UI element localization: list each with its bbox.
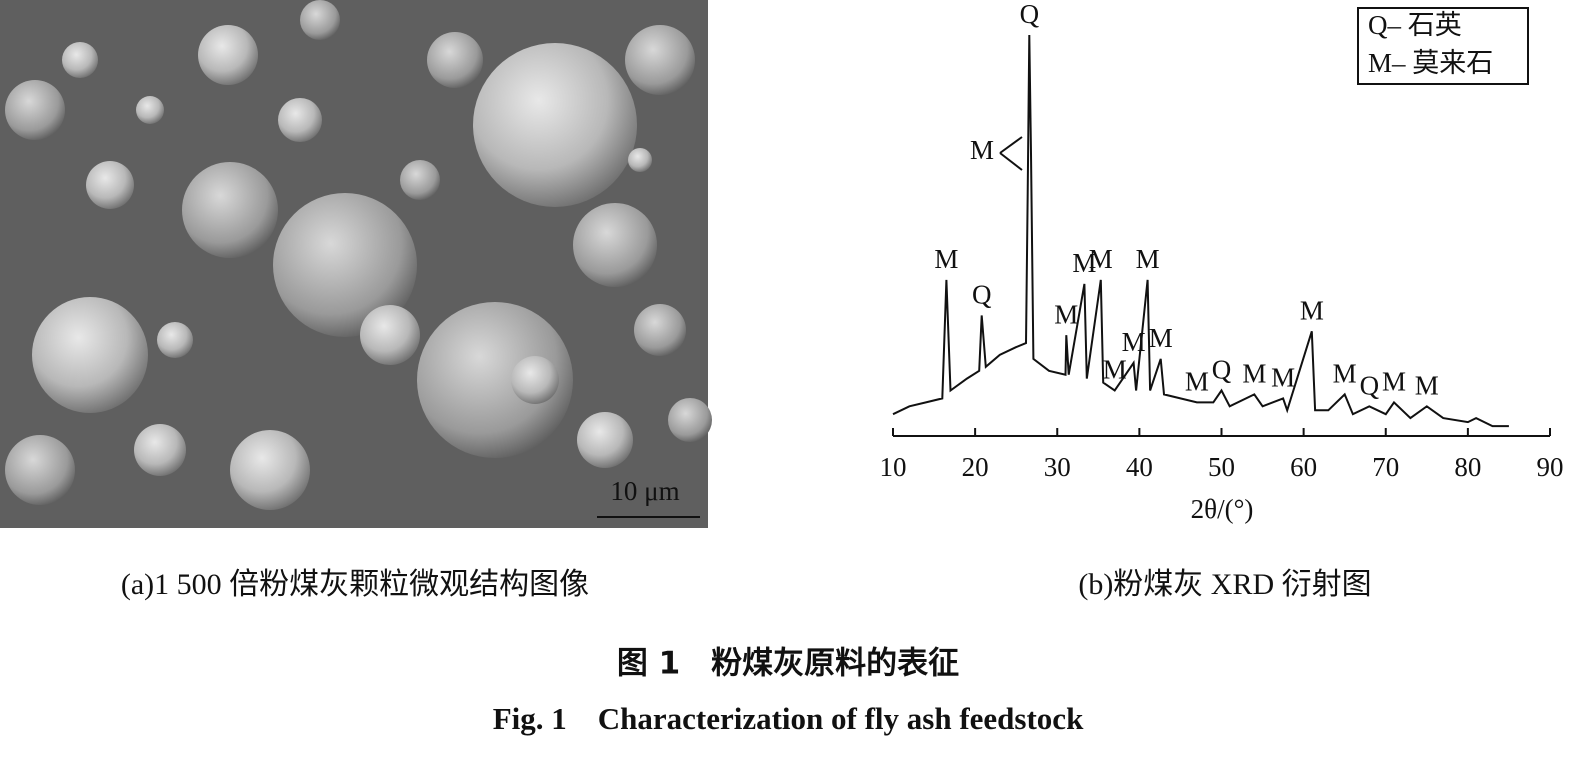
legend-entry: Q– 石英	[1368, 10, 1462, 40]
x-axis-label: 2θ/(°)	[1191, 494, 1254, 524]
peak-label: M	[1333, 359, 1357, 389]
peak-label: M	[1122, 327, 1146, 357]
x-tick-label: 60	[1290, 452, 1317, 482]
peak-label: M	[1185, 367, 1209, 397]
peak-label: Q	[1212, 355, 1232, 385]
peak-label: M	[1103, 355, 1127, 385]
peak-label: M	[1072, 248, 1096, 278]
peak-label: M	[1415, 371, 1439, 401]
peak-label: M	[1136, 244, 1160, 274]
peak-label: M	[1300, 295, 1324, 325]
peak-label: M	[934, 244, 958, 274]
sem-image: 10 μm	[0, 0, 712, 528]
x-tick-label: 30	[1044, 452, 1071, 482]
figure-title-en: Fig. 1 Characterization of fly ash feeds…	[493, 701, 1084, 736]
peak-label: M	[1242, 359, 1266, 389]
x-tick-label: 70	[1372, 452, 1399, 482]
legend-entry: M– 莫来石	[1368, 48, 1493, 78]
x-tick-label: 90	[1537, 452, 1564, 482]
xrd-chart: Q– 石英 M– 莫来石 2θ/(°) 10 20 30 40 50 60 70 80 90MQ…	[880, 0, 1564, 524]
xrd-curve	[892, 34, 1509, 428]
peak-label: M	[1382, 367, 1406, 397]
x-tick-label: 10	[880, 452, 907, 482]
peak-label: M	[1271, 363, 1295, 393]
peak-label: M	[1149, 323, 1173, 353]
panel-caption: (a)1 500 倍粉煤灰颗粒微观结构图像	[121, 568, 589, 601]
peak-label: Q	[1360, 371, 1380, 401]
peak-label: M	[970, 135, 994, 165]
peak-label: Q	[1020, 0, 1040, 29]
peak-label: M	[1089, 244, 1113, 274]
peak-label: Q	[972, 280, 992, 310]
figure-title-cn: 图 1 粉煤灰原料的表征	[617, 646, 959, 682]
x-tick-label: 20	[962, 452, 989, 482]
x-tick-label: 40	[1126, 452, 1153, 482]
x-tick-label: 80	[1454, 452, 1481, 482]
x-tick-label: 50	[1208, 452, 1235, 482]
peak-label: M	[1054, 299, 1078, 329]
panel-caption: (b)粉煤灰 XRD 衍射图	[1078, 568, 1371, 601]
scale-bar-label: 10 μm	[610, 476, 679, 506]
